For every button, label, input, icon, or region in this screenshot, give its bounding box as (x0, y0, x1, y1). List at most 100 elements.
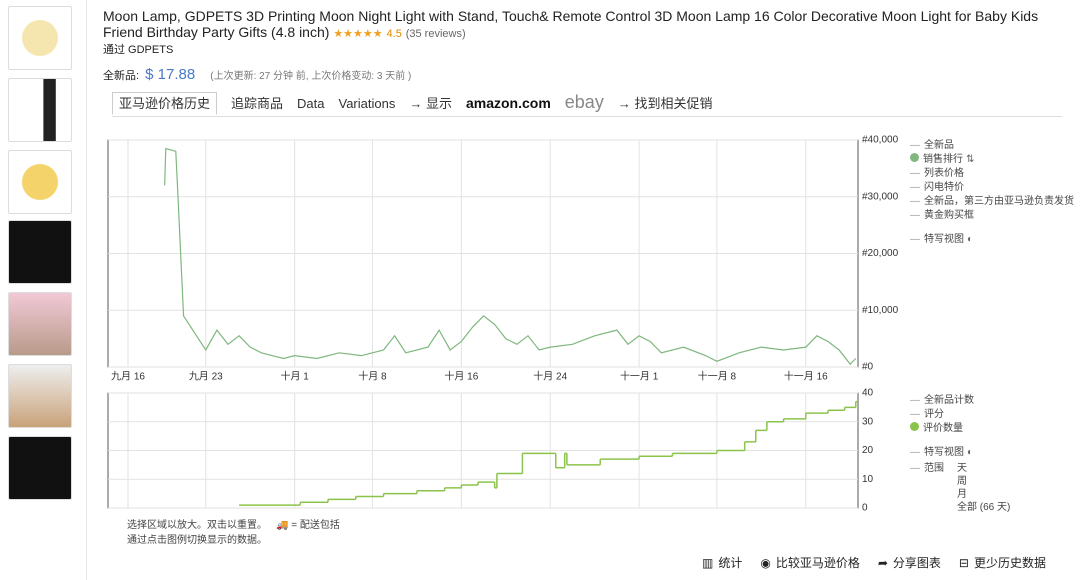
legend-item[interactable]: — 全新品，第三方由亚马逊负责发货 (910, 192, 1074, 207)
sales-rank-line (164, 147, 857, 366)
action-link[interactable]: ▥ 统计 (702, 556, 742, 570)
tab[interactable]: 亚马逊价格历史 (112, 92, 218, 115)
price-label: 全新品: (103, 70, 140, 82)
action-link[interactable]: ➦ 分享图表 (878, 556, 941, 570)
y-tick-label: 10 (862, 474, 874, 485)
legend-label[interactable]: 评分 (924, 409, 944, 420)
y-tick-label: 40 (862, 388, 874, 399)
range-option[interactable]: 天 (957, 463, 967, 474)
hint: 通过点击图例切换显示的数据。 (127, 535, 267, 546)
legend-label: 范围 (924, 463, 944, 474)
legend-label[interactable]: 全新品 (924, 140, 954, 151)
action-icon: ➦ (877, 556, 888, 570)
legend-item[interactable]: — 黄金购买框 (910, 206, 974, 221)
thumbnail[interactable] (8, 6, 72, 70)
legend-label[interactable]: 全新品计数 (924, 395, 974, 406)
rating: 4.5 (386, 28, 402, 40)
legend-label[interactable]: 全新品，第三方由亚马逊负责发货 (924, 196, 1074, 207)
thumbnail[interactable] (8, 220, 72, 284)
action-label[interactable]: 分享图表 (892, 556, 941, 570)
legend-item[interactable]: — 全新品计数 (910, 391, 974, 406)
review-count[interactable]: (35 reviews) (405, 28, 466, 40)
legend-label[interactable]: 列表价格 (924, 168, 964, 179)
price: $ 17.88 (145, 66, 196, 83)
tab[interactable]: ebay (564, 92, 604, 112)
tab[interactable]: Variations (338, 96, 396, 111)
thumbnail[interactable] (8, 436, 72, 500)
legend-label[interactable]: 特写视图 (924, 447, 964, 458)
legend-icon: ⇅ (966, 154, 975, 165)
tab[interactable]: Data (297, 96, 325, 111)
divider (86, 0, 87, 580)
action-label[interactable]: 比较亚马逊价格 (775, 556, 860, 570)
product-header: Moon Lamp, GDPETS 3D Printing Moon Night… (103, 8, 1063, 42)
legend-label[interactable]: 评价数量 (923, 423, 963, 434)
legend-item[interactable]: — 特写视图 ◐ (910, 443, 973, 458)
legend-label[interactable]: 销售排行 (923, 154, 963, 165)
y-tick-label: #30,000 (862, 191, 899, 202)
action-link[interactable]: ⊟ 更少历史数据 (959, 556, 1046, 570)
y-tick-label: 20 (862, 445, 874, 456)
tab[interactable]: → 显示 (409, 96, 452, 111)
legend-item[interactable]: 销售排行 ⇅ (910, 150, 974, 165)
x-tick-label: 十一月 1 (620, 370, 659, 383)
tab[interactable]: 追踪商品 (231, 96, 284, 111)
tab[interactable]: amazon.com (465, 95, 551, 111)
legend-item[interactable]: — 全新品 (910, 136, 954, 151)
thumbnail[interactable] (8, 364, 72, 428)
legend-marker: — (910, 395, 920, 406)
legend-label[interactable]: 特写视图 (924, 234, 964, 245)
legend-item[interactable]: — 闪电特价 (910, 178, 964, 193)
legend-marker: — (910, 447, 920, 458)
x-tick-label: 九月 16 (111, 371, 145, 383)
legend-label[interactable]: 黄金购买框 (924, 210, 974, 221)
legend-marker: — (910, 463, 920, 474)
hint: 选择区域以放大。双击以重置。 (127, 520, 267, 531)
x-tick-label: 十一月 8 (698, 370, 737, 383)
tab[interactable]: → 找到相关促销 (617, 96, 713, 111)
legend-marker: — (910, 196, 920, 207)
thumbnail[interactable] (8, 292, 72, 356)
range-option[interactable]: 全部 (66 天) (957, 502, 1011, 513)
legend-marker (910, 422, 919, 431)
range-option[interactable]: 周 (957, 476, 967, 487)
price-row: 全新品: $ 17.88 (上次更新: 27 分钟 前, 上次价格变动: 3 天… (103, 66, 411, 83)
legend-marker: — (910, 182, 920, 193)
action-label[interactable]: 统计 (718, 556, 743, 570)
hint: 🚚 = 配送包括 (276, 520, 340, 531)
x-tick-label: 十一月 16 (784, 370, 828, 383)
y-tick-label: #40,000 (862, 135, 899, 146)
legend-marker: — (910, 168, 920, 179)
stars: ★★★★★ (333, 28, 383, 40)
action-icon: ◉ (760, 556, 771, 570)
legend-item[interactable]: — 列表价格 (910, 164, 964, 179)
legend-label[interactable]: 闪电特价 (924, 182, 964, 193)
tab-bar: 亚马逊价格历史 追踪商品 Data Variations → 显示 amazon.com e… (112, 92, 1062, 117)
legend-item: — 范围 (910, 459, 944, 474)
x-tick-label: 九月 23 (189, 371, 223, 383)
thumbnail[interactable] (8, 78, 72, 142)
legend-item[interactable]: — 评分 (910, 405, 944, 420)
y-tick-label: 30 (862, 416, 874, 427)
legend-item[interactable]: 评价数量 (910, 419, 963, 434)
update-note: (上次更新: 27 分钟 前, 上次价格变动: 3 天前 ) (210, 71, 412, 82)
legend-marker: — (910, 210, 920, 221)
x-tick-label: 十月 24 (533, 370, 567, 383)
range-option[interactable]: 月 (957, 489, 967, 500)
legend-marker: — (910, 234, 920, 245)
legend-marker: — (910, 409, 920, 420)
seller: 通过 GDPETS (103, 44, 174, 56)
y-tick-label: #10,000 (862, 305, 899, 316)
action-label[interactable]: 更少历史数据 (973, 556, 1046, 570)
legend-item[interactable]: — 特写视图 ◐ (910, 230, 973, 245)
y-tick-label: 0 (862, 503, 868, 514)
legend-marker: — (910, 140, 920, 151)
legend-marker (910, 153, 919, 162)
action-link[interactable]: ◉ 比较亚马逊价格 (760, 556, 860, 570)
legend-icon: ◐ (967, 234, 974, 245)
legend-icon: ◐ (967, 447, 974, 458)
thumbnail[interactable] (8, 150, 72, 214)
y-tick-label: #20,000 (862, 248, 899, 259)
x-tick-label: 十月 1 (280, 370, 309, 383)
